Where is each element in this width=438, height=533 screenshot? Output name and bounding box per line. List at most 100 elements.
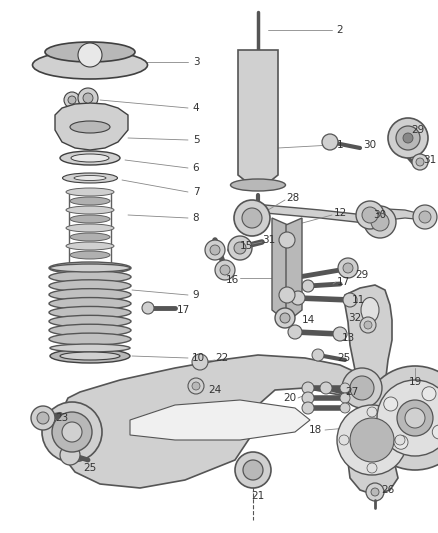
Circle shape [340, 383, 350, 393]
Circle shape [235, 452, 271, 488]
Ellipse shape [60, 352, 120, 360]
Circle shape [367, 407, 377, 417]
Text: 25: 25 [83, 463, 97, 473]
Text: 28: 28 [286, 193, 300, 203]
Ellipse shape [66, 242, 114, 250]
Circle shape [302, 392, 314, 404]
Circle shape [371, 213, 389, 231]
Circle shape [31, 406, 55, 430]
Circle shape [243, 460, 263, 480]
Text: 29: 29 [355, 270, 369, 280]
Polygon shape [55, 103, 128, 150]
Polygon shape [130, 400, 310, 440]
Ellipse shape [230, 179, 286, 191]
Polygon shape [58, 355, 375, 488]
Circle shape [302, 382, 314, 394]
Ellipse shape [66, 188, 114, 196]
Circle shape [242, 208, 262, 228]
Circle shape [343, 263, 353, 273]
Text: 15: 15 [240, 241, 253, 251]
Ellipse shape [66, 224, 114, 232]
Circle shape [234, 200, 270, 236]
Ellipse shape [388, 391, 438, 446]
Circle shape [395, 435, 405, 445]
Circle shape [343, 293, 357, 307]
Circle shape [432, 425, 438, 439]
Circle shape [364, 321, 372, 329]
Polygon shape [286, 218, 302, 318]
Circle shape [320, 382, 332, 394]
Circle shape [412, 154, 428, 170]
Text: 26: 26 [381, 485, 395, 495]
Circle shape [405, 408, 425, 428]
Text: 27: 27 [346, 387, 359, 397]
Text: 17: 17 [336, 277, 350, 287]
Circle shape [413, 205, 437, 229]
Ellipse shape [50, 344, 130, 352]
Text: 1: 1 [337, 140, 343, 150]
Circle shape [302, 280, 314, 292]
Ellipse shape [361, 297, 379, 322]
Circle shape [205, 240, 225, 260]
Ellipse shape [70, 197, 110, 205]
Ellipse shape [45, 42, 135, 62]
Ellipse shape [49, 297, 131, 310]
Circle shape [350, 376, 374, 400]
Circle shape [337, 405, 407, 475]
Text: 12: 12 [333, 208, 346, 218]
Circle shape [367, 463, 377, 473]
Ellipse shape [70, 215, 110, 223]
Circle shape [192, 382, 200, 390]
Circle shape [416, 158, 424, 166]
Text: 20: 20 [283, 393, 297, 403]
Circle shape [78, 43, 102, 67]
Circle shape [394, 435, 408, 449]
Text: 7: 7 [193, 187, 199, 197]
Polygon shape [370, 208, 425, 222]
Circle shape [333, 327, 347, 341]
Circle shape [62, 422, 82, 442]
Circle shape [234, 242, 246, 254]
Text: 3: 3 [193, 57, 199, 67]
Circle shape [291, 291, 305, 305]
Text: 5: 5 [193, 135, 199, 145]
Polygon shape [252, 205, 380, 228]
Ellipse shape [49, 316, 131, 327]
Circle shape [279, 287, 295, 303]
Text: 9: 9 [193, 290, 199, 300]
Circle shape [42, 402, 102, 462]
Circle shape [275, 308, 295, 328]
Circle shape [83, 93, 93, 103]
Text: 30: 30 [364, 140, 377, 150]
Ellipse shape [49, 306, 131, 318]
Text: 29: 29 [411, 125, 424, 135]
Circle shape [340, 393, 350, 403]
Circle shape [366, 483, 384, 501]
Text: 6: 6 [193, 163, 199, 173]
Text: 14: 14 [301, 315, 314, 325]
Ellipse shape [70, 251, 110, 259]
Text: 8: 8 [193, 213, 199, 223]
Text: 23: 23 [55, 413, 69, 423]
Text: 31: 31 [424, 155, 437, 165]
Ellipse shape [32, 51, 148, 79]
Text: 19: 19 [408, 377, 422, 387]
Text: 11: 11 [351, 295, 364, 305]
Circle shape [340, 403, 350, 413]
Circle shape [377, 380, 438, 456]
Circle shape [192, 354, 208, 370]
Circle shape [364, 206, 396, 238]
Circle shape [422, 387, 436, 401]
Circle shape [52, 412, 92, 452]
Circle shape [397, 400, 433, 436]
Ellipse shape [49, 280, 131, 292]
Polygon shape [238, 50, 278, 183]
Ellipse shape [49, 324, 131, 336]
Circle shape [356, 201, 384, 229]
Text: 16: 16 [226, 275, 239, 285]
Text: 30: 30 [374, 210, 387, 220]
Circle shape [322, 134, 338, 150]
Circle shape [188, 378, 204, 394]
Circle shape [339, 435, 349, 445]
Text: 4: 4 [193, 103, 199, 113]
